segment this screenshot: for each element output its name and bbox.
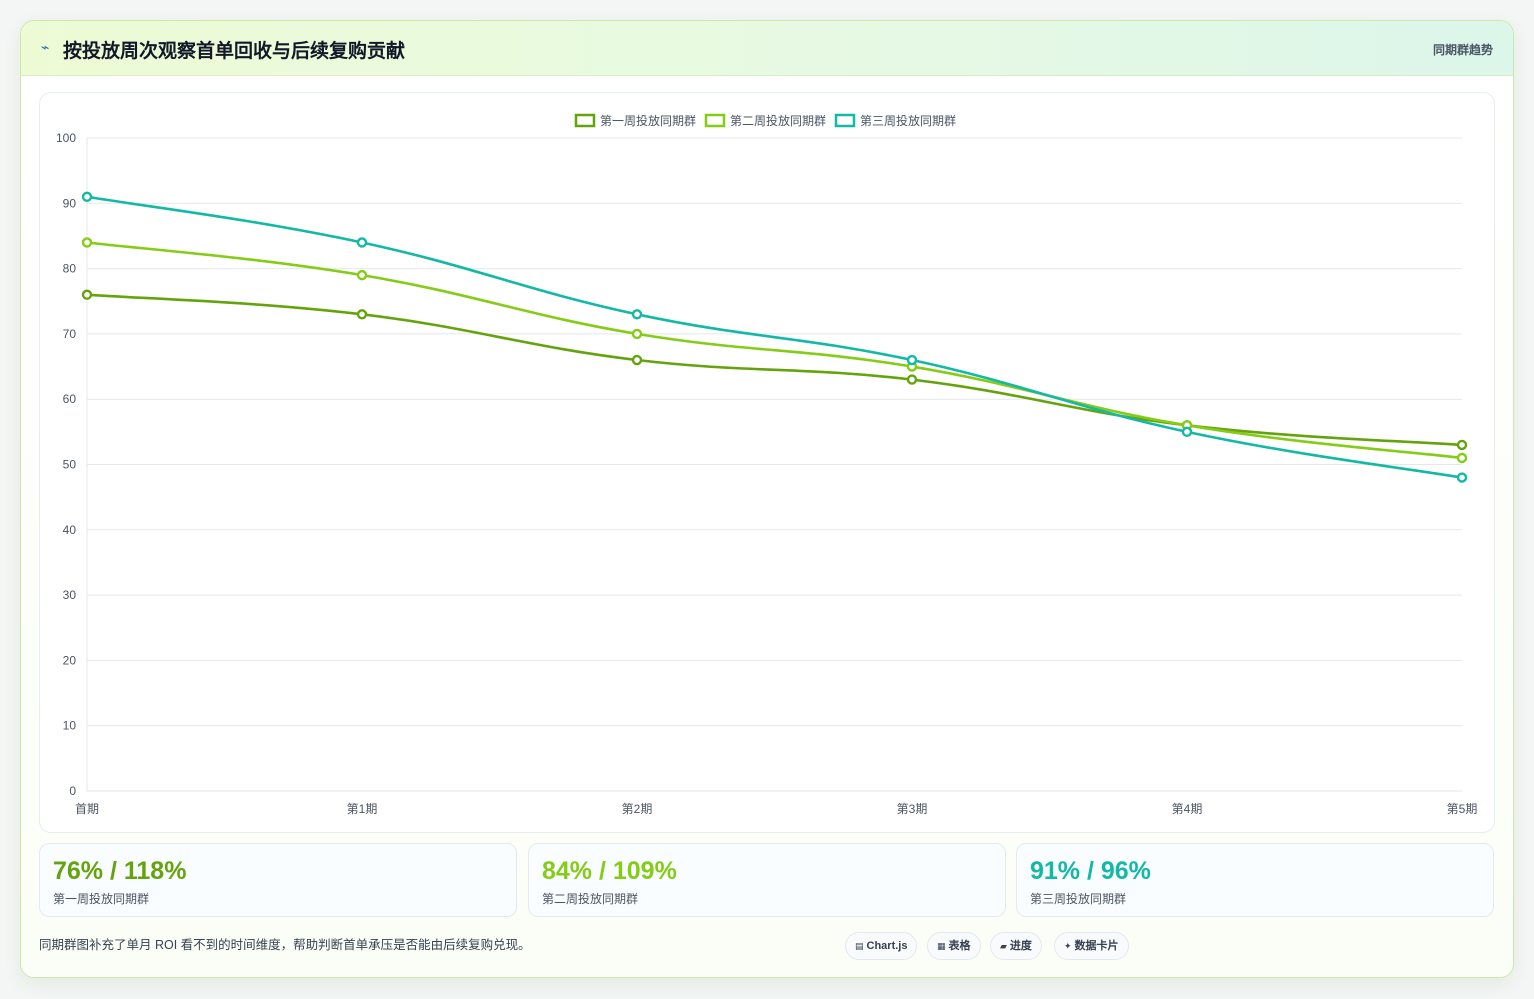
data-point <box>356 309 368 320</box>
y-tick-label: 80 <box>63 262 77 276</box>
y-tick-label: 100 <box>56 131 76 145</box>
x-tick-label: 首期 <box>75 802 99 816</box>
chip-label: 表格 <box>948 940 971 952</box>
y-tick-label: 30 <box>63 588 77 602</box>
data-point <box>356 269 368 281</box>
data-point <box>631 328 643 340</box>
kpi-label: 第一周投放同期群 <box>53 892 150 906</box>
data-point <box>81 237 93 248</box>
x-tick-label: 第5期 <box>1447 802 1478 816</box>
card-title: 按投放周次观察首单回收与后续复购贡献 <box>63 41 406 62</box>
x-tick-label: 第1期 <box>347 802 378 816</box>
line-chart: 0 10 20 30 40 50 60 70 80 90 100 首期 第1期 第2期 第3期 第4期 第5期 第… <box>56 113 1478 816</box>
chip-data-card[interactable]: ✦ 数据卡片 <box>1054 932 1129 960</box>
data-point <box>631 354 643 366</box>
data-point <box>1456 452 1468 464</box>
y-tick-label: 50 <box>63 458 77 472</box>
trend-icon: ⌁ <box>41 39 50 55</box>
card-body: 0 10 20 30 40 50 60 70 80 90 100 首期 第1期 第2期 第3期 第4期 第5期第… <box>21 76 1513 977</box>
kpi-card-1: 76% / 118% 第一周投放同期群 <box>39 843 517 917</box>
kpi-value: 76% / 118% <box>53 857 187 885</box>
data-point <box>81 191 93 202</box>
data-point <box>906 374 918 385</box>
y-tick-label: 0 <box>69 784 76 798</box>
table-icon: ▦ <box>937 941 946 951</box>
chart-icon: ▤ <box>855 941 864 951</box>
kpi-card-3: 91% / 96% 第三周投放同期群 <box>1016 843 1494 917</box>
y-tick-label: 90 <box>63 196 77 210</box>
kpi-row: 76% / 118% 第一周投放同期群 84% / 109% 第二周投放同期群 … <box>39 843 1495 917</box>
chip-table[interactable]: ▦ 表格 <box>927 932 981 960</box>
card-tag: 同期群趋势 <box>1432 43 1493 57</box>
series-line-2 <box>86 241 1463 460</box>
cohort-card: ⌁ 按投放周次观察首单回收与后续复购贡献 同期群趋势 0 10 20 30 40 50 60… <box>20 20 1514 978</box>
legend-swatch <box>834 113 856 128</box>
legend-swatch <box>704 113 726 128</box>
card-icon: ✦ <box>1064 941 1072 951</box>
data-point <box>356 237 368 248</box>
x-tick-label: 第4期 <box>1172 802 1203 816</box>
chip-label: 数据卡片 <box>1074 940 1119 952</box>
y-tick-label: 40 <box>63 523 77 537</box>
legend-label: 第二周投放同期群 <box>730 113 826 128</box>
data-point <box>1181 426 1193 438</box>
kpi-value: 84% / 109% <box>542 857 677 885</box>
chip-progress[interactable]: ▰ 进度 <box>990 932 1042 960</box>
legend-label: 第三周投放同期群 <box>860 113 956 128</box>
x-tick-label: 第3期 <box>897 802 928 816</box>
chart-panel: 0 10 20 30 40 50 60 70 80 90 100 首期 第1期 第2期 第3期 第4期 第5期 第… <box>39 92 1495 833</box>
series-line-3 <box>86 195 1463 479</box>
series-line-1 <box>86 293 1463 447</box>
y-tick-label: 20 <box>63 653 77 667</box>
kpi-value: 91% / 96% <box>1030 857 1151 885</box>
data-point <box>631 309 643 320</box>
legend-label: 第一周投放同期群 <box>600 113 696 128</box>
data-point <box>906 354 918 366</box>
y-tick-label: 70 <box>63 327 77 341</box>
data-point <box>1456 472 1468 483</box>
kpi-label: 第三周投放同期群 <box>1030 892 1127 906</box>
chip-label: Chart.js <box>866 940 908 952</box>
data-point <box>1456 439 1468 451</box>
legend-swatch <box>574 113 596 128</box>
x-tick-label: 第2期 <box>622 802 653 816</box>
kpi-card-2: 84% / 109% 第二周投放同期群 <box>528 843 1006 917</box>
y-tick-label: 60 <box>63 392 77 406</box>
footer-note: 同期群图补充了单月 ROI 看不到的时间维度，帮助判断首单承压是否能由后续复购兑… <box>39 938 531 952</box>
card-header: ⌁ 按投放周次观察首单回收与后续复购贡献 同期群趋势 <box>21 21 1513 76</box>
y-tick-label: 10 <box>63 719 77 733</box>
progress-icon: ▰ <box>1000 941 1007 951</box>
data-point <box>81 289 93 300</box>
kpi-label: 第二周投放同期群 <box>542 892 639 906</box>
chip-label: 进度 <box>1009 940 1032 952</box>
chip-chartjs[interactable]: ▤ Chart.js <box>845 932 918 960</box>
